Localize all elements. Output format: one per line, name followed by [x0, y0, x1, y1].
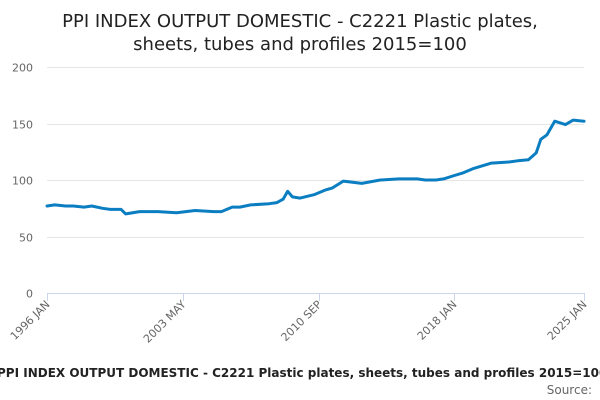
y-tick-label: 150 [12, 119, 33, 132]
x-tick-label: 2003 MAY [141, 298, 189, 346]
y-tick-label: 100 [12, 175, 33, 188]
y-tick-label: 50 [19, 232, 33, 245]
x-tick-label: 1996 JAN [8, 298, 53, 343]
chart-title-line-2: sheets, tubes and profiles 2015=100 [133, 34, 467, 55]
y-tick-label: 200 [12, 62, 33, 75]
y-tick-label: 0 [26, 288, 33, 301]
series-line [45, 118, 586, 216]
chart-title-line-1: PPI INDEX OUTPUT DOMESTIC - C2221 Plasti… [62, 11, 538, 32]
footer-source: Source: [546, 383, 592, 397]
footer-caption-text: PPI INDEX OUTPUT DOMESTIC - C2221 Plasti… [0, 366, 600, 380]
x-tick-label: 2010 SEP [279, 298, 325, 344]
x-tick-label: 2025 JAN [545, 298, 590, 343]
footer-caption: PPI INDEX OUTPUT DOMESTIC - C2221 Plasti… [0, 366, 600, 382]
x-tick-label: 2018 JAN [415, 298, 460, 343]
chart-title: PPI INDEX OUTPUT DOMESTIC - C2221 Plasti… [0, 10, 600, 56]
